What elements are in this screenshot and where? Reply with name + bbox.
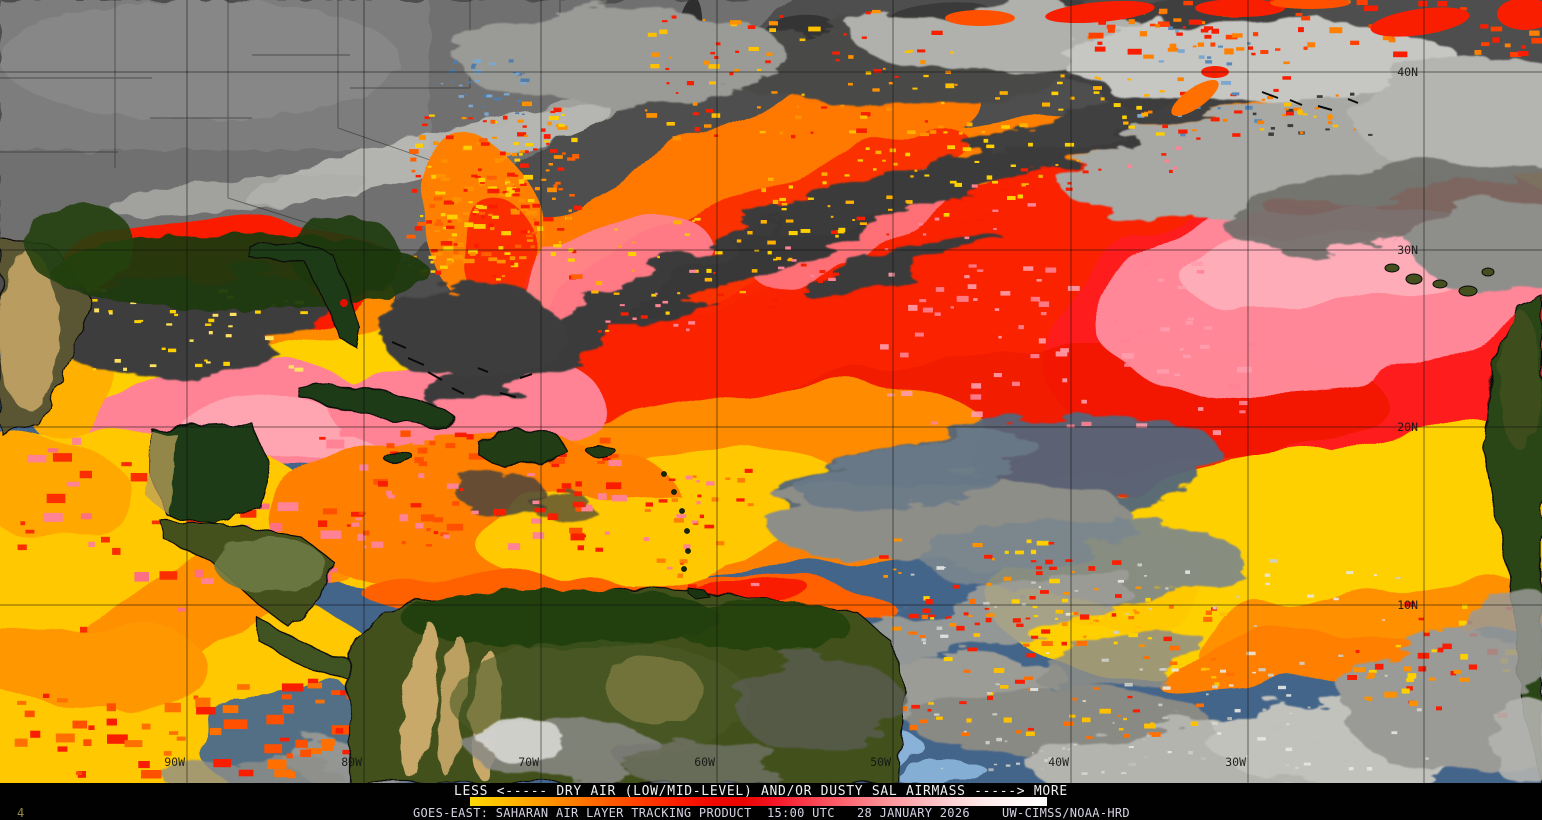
credit-label: UW-CIMSS/NOAA-HRD bbox=[1002, 806, 1130, 820]
product-title: GOES-EAST: SAHARAN AIR LAYER TRACKING PR… bbox=[413, 806, 752, 820]
satellite-map: 90W 80W 70W 60W 50W 40W 30W 40N 30N 20N 10N bbox=[0, 0, 1542, 783]
colorbar-label: LESS <----- DRY AIR (LOW/MID-LEVEL) AND/… bbox=[454, 784, 1068, 799]
colorbar-gradient bbox=[470, 797, 1047, 806]
hispaniola bbox=[477, 427, 567, 469]
timestamp-utc: 15:00 UTC bbox=[767, 806, 835, 820]
puerto-rico bbox=[587, 445, 617, 459]
caption-bar: GOES-EAST: SAHARAN AIR LAYER TRACKING PR… bbox=[0, 806, 1542, 820]
lesser-antilles bbox=[661, 471, 691, 572]
top-edge-dust-patches bbox=[945, 0, 1542, 117]
lake-okeechobee-hotspot bbox=[340, 299, 348, 307]
lat-label: 20N bbox=[1397, 420, 1418, 434]
speckle-overlay bbox=[14, 0, 1542, 779]
island-marks bbox=[340, 0, 1542, 600]
annotation-bar: LESS <----- DRY AIR (LOW/MID-LEVEL) AND/… bbox=[0, 783, 1542, 820]
coordinate-labels: 90W 80W 70W 60W 50W 40W 30W 40N 30N 20N 10N bbox=[164, 65, 1418, 769]
bahamas-islands bbox=[391, 341, 533, 398]
lon-label: 50W bbox=[870, 755, 891, 769]
trinidad bbox=[687, 587, 711, 600]
lon-label: 40W bbox=[1048, 755, 1069, 769]
florida bbox=[249, 242, 363, 350]
clouds-over-land bbox=[470, 580, 1542, 783]
frame-number: 4 bbox=[17, 806, 25, 820]
lat-label: 10N bbox=[1397, 598, 1418, 612]
lat-label: 30N bbox=[1397, 243, 1418, 257]
lat-label: 40N bbox=[1397, 65, 1418, 79]
cuba bbox=[296, 385, 456, 430]
lon-label: 60W bbox=[694, 755, 715, 769]
date-label: 28 JANUARY 2026 bbox=[857, 806, 970, 820]
graticule bbox=[0, 0, 1542, 783]
jamaica bbox=[384, 452, 416, 466]
lon-label: 30W bbox=[1225, 755, 1246, 769]
lon-label: 70W bbox=[518, 755, 539, 769]
lon-label: 90W bbox=[164, 755, 185, 769]
azores-islands bbox=[1261, 91, 1359, 111]
lon-label: 80W bbox=[341, 755, 362, 769]
canary-islands bbox=[1384, 263, 1495, 297]
